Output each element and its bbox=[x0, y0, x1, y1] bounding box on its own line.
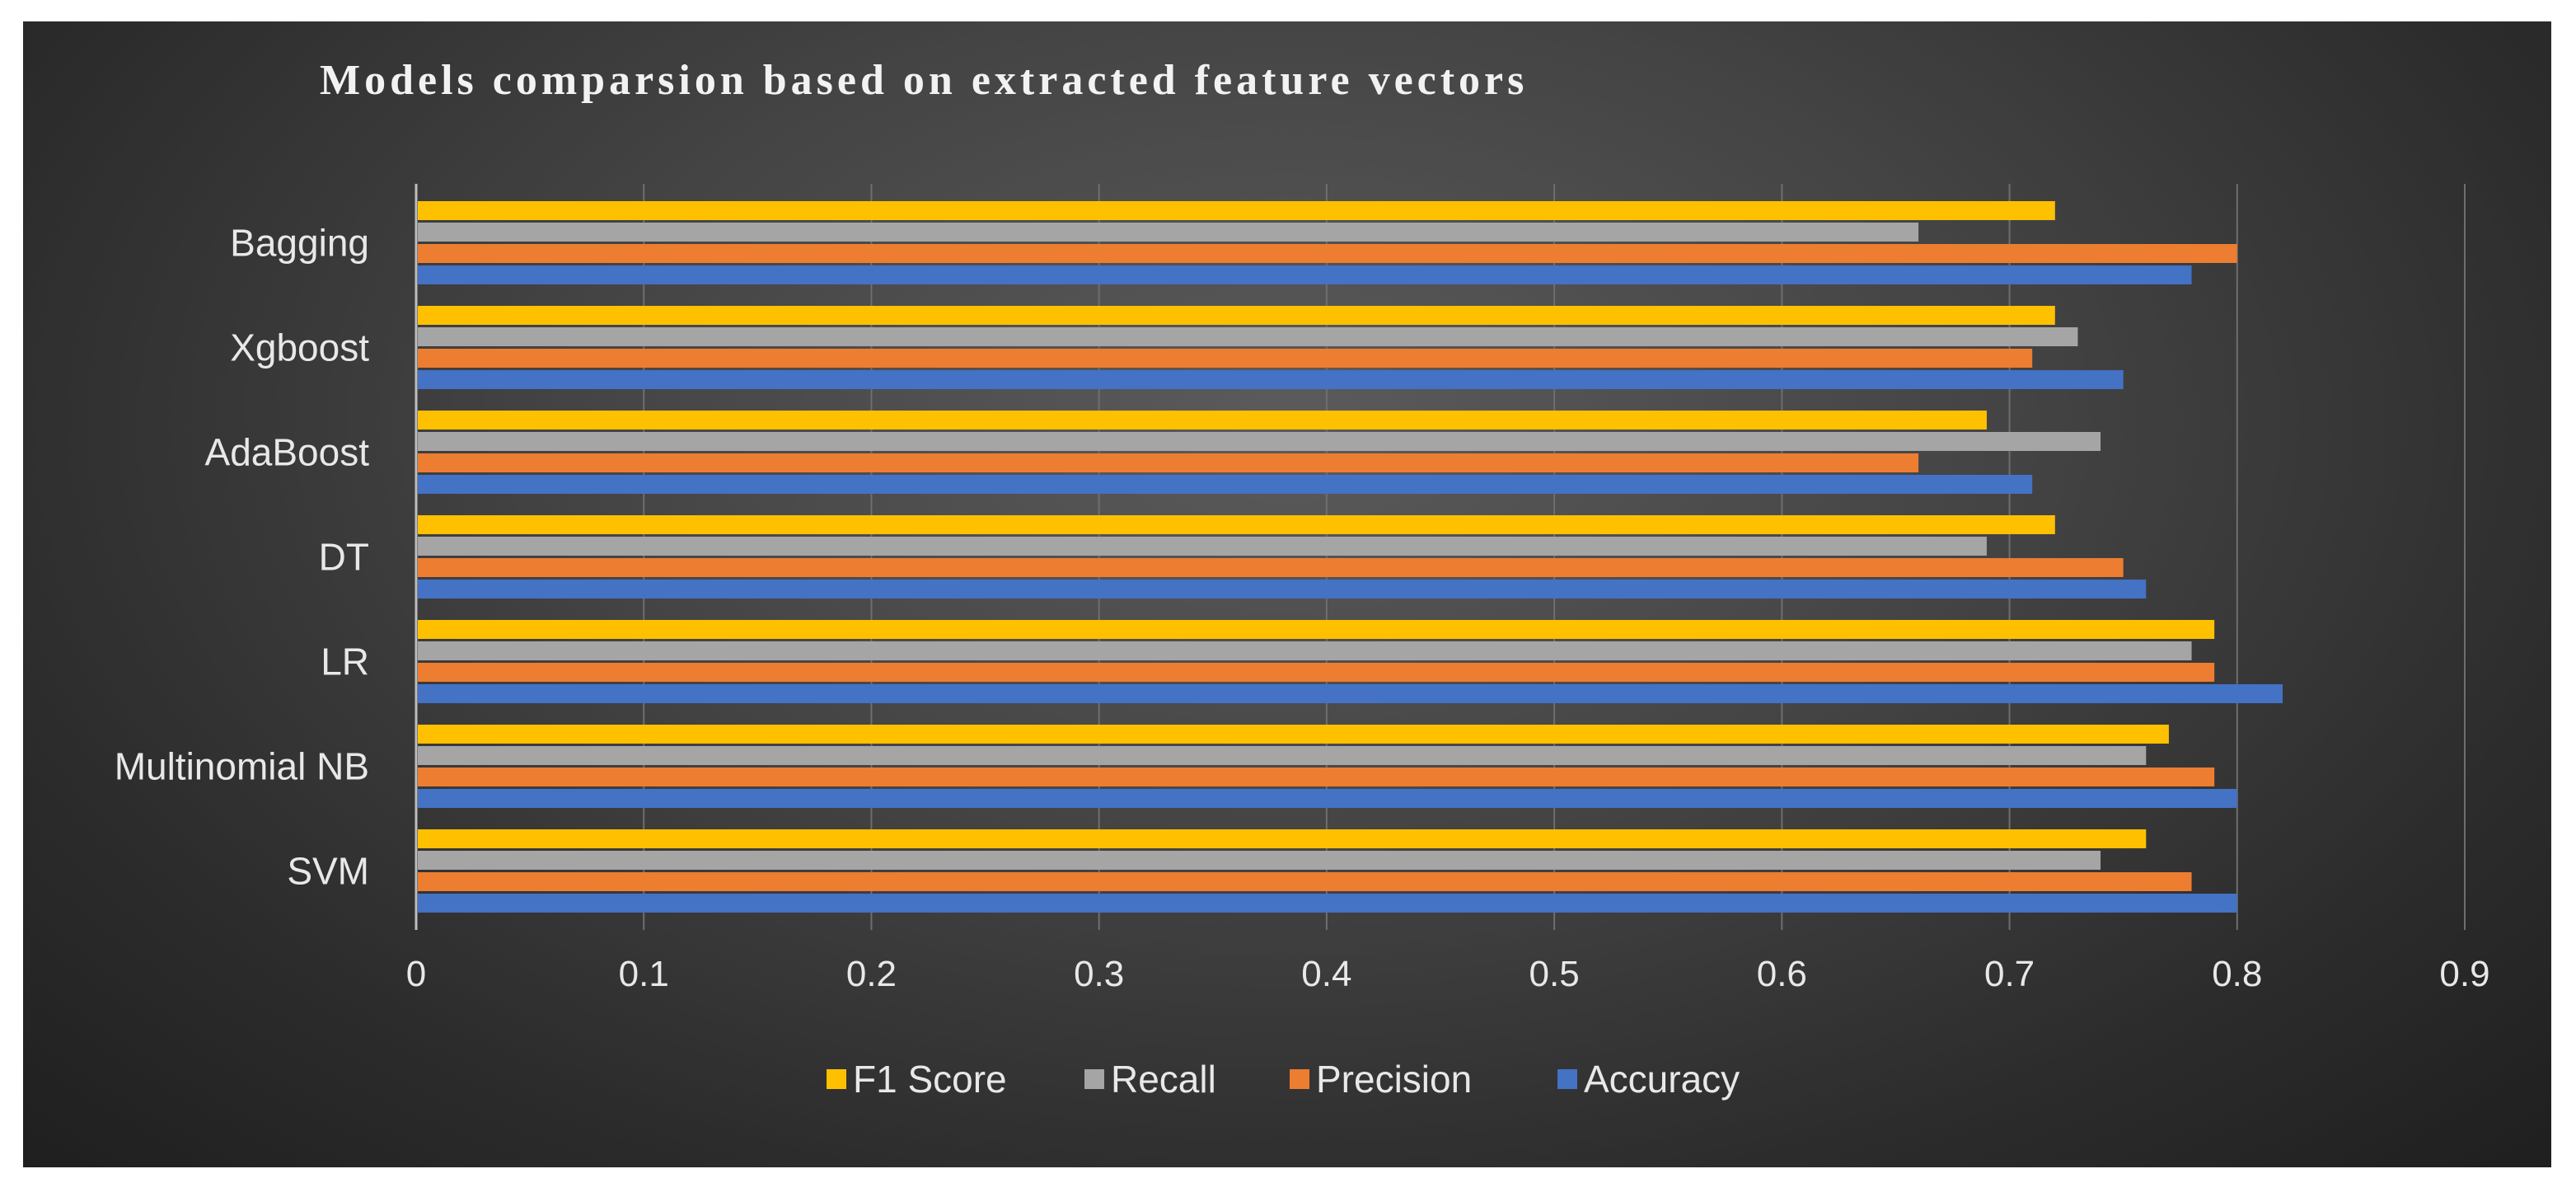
bar-precision bbox=[418, 558, 2124, 577]
bar-recall bbox=[418, 851, 2101, 870]
x-tick-label: 0.1 bbox=[619, 954, 669, 994]
bar-precision bbox=[418, 663, 2215, 682]
bar-recall bbox=[418, 327, 2078, 346]
bar-precision bbox=[418, 244, 2237, 263]
x-tick-label: 0.6 bbox=[1757, 954, 1807, 994]
x-tick-label: 0.4 bbox=[1301, 954, 1351, 994]
bar-precision bbox=[418, 453, 1919, 472]
x-tick-label: 0.3 bbox=[1074, 954, 1124, 994]
bar-f1-score bbox=[418, 620, 2215, 639]
legend-swatch bbox=[1084, 1069, 1104, 1089]
bar-recall bbox=[418, 537, 1987, 556]
bar-recall bbox=[418, 746, 2147, 765]
bar-accuracy bbox=[418, 580, 2147, 599]
bar-recall bbox=[418, 641, 2192, 660]
bar-accuracy bbox=[418, 684, 2283, 703]
bar-f1-score bbox=[418, 515, 2055, 534]
bar-accuracy bbox=[418, 894, 2237, 913]
bar-f1-score bbox=[418, 829, 2147, 848]
x-tick-label: 0 bbox=[406, 954, 426, 994]
bar-accuracy bbox=[418, 789, 2237, 808]
legend-label: Precision bbox=[1316, 1058, 1472, 1101]
x-tick-label: 0.8 bbox=[2212, 954, 2262, 994]
x-tick-label: 0.9 bbox=[2439, 954, 2489, 994]
bar-f1-score bbox=[418, 306, 2055, 325]
legend-label: F1 Score bbox=[853, 1058, 1007, 1101]
category-label: Xgboost bbox=[230, 326, 369, 369]
legend-swatch bbox=[1290, 1069, 1309, 1089]
bar-recall bbox=[418, 223, 1919, 242]
category-label: LR bbox=[321, 641, 369, 683]
category-label: DT bbox=[319, 536, 369, 579]
chart-title: Models comparsion based on extracted fea… bbox=[320, 57, 1529, 104]
category-label: Multinomial NB bbox=[115, 745, 369, 788]
legend-label: Recall bbox=[1111, 1058, 1216, 1101]
x-tick-label: 0.7 bbox=[1984, 954, 2035, 994]
bar-chart-plot: 0 0.1 0.2 0.3 0.4 0.5 0.6 0.7 0.8 0.9 Bagging Xgboo… bbox=[115, 184, 2490, 1101]
legend-label: Accuracy bbox=[1584, 1058, 1740, 1101]
bar-accuracy bbox=[418, 265, 2192, 284]
bar-f1-score bbox=[418, 725, 2169, 744]
bar-recall bbox=[418, 432, 2101, 451]
bar-precision bbox=[418, 349, 2033, 368]
legend-swatch bbox=[827, 1069, 846, 1089]
bar-f1-score bbox=[418, 411, 1987, 430]
bar-precision bbox=[418, 872, 2192, 891]
category-label: SVM bbox=[287, 850, 369, 893]
legend-swatch bbox=[1557, 1069, 1577, 1089]
bar-accuracy bbox=[418, 475, 2033, 494]
x-tick-label: 0.2 bbox=[846, 954, 897, 994]
bar-accuracy bbox=[418, 370, 2124, 389]
category-label: Bagging bbox=[230, 222, 369, 265]
bar-f1-score bbox=[418, 201, 2055, 220]
category-label: AdaBoost bbox=[205, 431, 370, 474]
x-tick-label: 0.5 bbox=[1529, 954, 1580, 994]
chart-frame: Models comparsion based on extracted fea… bbox=[23, 21, 2551, 1167]
bar-precision bbox=[418, 768, 2215, 786]
